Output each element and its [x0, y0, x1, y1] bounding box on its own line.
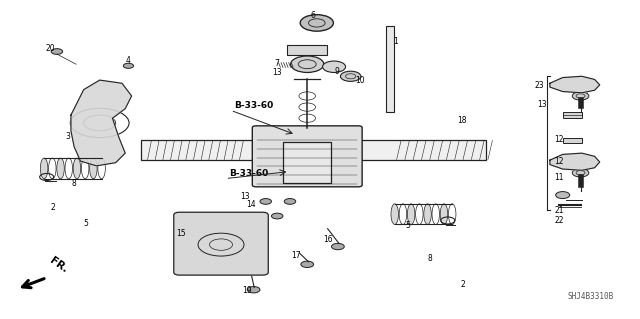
Ellipse shape	[449, 204, 456, 225]
Polygon shape	[550, 153, 600, 170]
Circle shape	[301, 261, 314, 268]
Circle shape	[271, 213, 283, 219]
Circle shape	[300, 15, 333, 31]
Text: 2: 2	[51, 203, 56, 212]
Text: 13: 13	[240, 192, 250, 202]
Circle shape	[572, 169, 589, 177]
Text: 12: 12	[554, 135, 564, 144]
Circle shape	[340, 71, 361, 81]
Text: 13: 13	[272, 68, 282, 77]
Ellipse shape	[73, 158, 81, 179]
Circle shape	[323, 61, 346, 72]
Ellipse shape	[57, 158, 64, 179]
Circle shape	[51, 49, 63, 54]
Text: 4: 4	[126, 56, 131, 64]
Ellipse shape	[98, 158, 106, 179]
Ellipse shape	[40, 158, 48, 179]
Circle shape	[247, 286, 260, 293]
Text: 23: 23	[534, 81, 544, 90]
Ellipse shape	[391, 204, 399, 225]
Text: 17: 17	[291, 251, 301, 260]
Ellipse shape	[399, 204, 406, 225]
Circle shape	[260, 198, 271, 204]
FancyBboxPatch shape	[287, 45, 327, 55]
Text: 13: 13	[537, 100, 547, 109]
Text: 21: 21	[554, 206, 564, 215]
Text: 8: 8	[72, 180, 77, 189]
Text: 18: 18	[457, 116, 467, 125]
Circle shape	[284, 198, 296, 204]
Ellipse shape	[432, 204, 440, 225]
Polygon shape	[71, 80, 132, 166]
Polygon shape	[550, 76, 600, 93]
FancyBboxPatch shape	[563, 112, 582, 118]
Text: 11: 11	[554, 173, 564, 182]
Text: 15: 15	[176, 229, 186, 238]
FancyBboxPatch shape	[563, 137, 582, 143]
Circle shape	[572, 92, 589, 100]
Text: 22: 22	[554, 216, 564, 225]
Ellipse shape	[90, 158, 97, 179]
Text: 9: 9	[335, 67, 340, 76]
Text: 1: 1	[393, 38, 397, 47]
FancyBboxPatch shape	[284, 142, 331, 183]
Ellipse shape	[440, 204, 448, 225]
Text: SHJ4B3310B: SHJ4B3310B	[568, 292, 614, 301]
Text: 3: 3	[65, 132, 70, 141]
FancyBboxPatch shape	[141, 140, 486, 160]
Text: FR.: FR.	[48, 255, 70, 274]
Text: 14: 14	[246, 200, 256, 209]
Circle shape	[291, 56, 324, 72]
Text: 6: 6	[310, 11, 316, 20]
Text: 20: 20	[45, 44, 55, 54]
Ellipse shape	[65, 158, 72, 179]
Circle shape	[332, 243, 344, 250]
Ellipse shape	[415, 204, 423, 225]
FancyBboxPatch shape	[252, 126, 362, 187]
Text: 16: 16	[323, 235, 332, 244]
Circle shape	[556, 192, 570, 198]
Ellipse shape	[424, 204, 431, 225]
Text: B-33-60: B-33-60	[234, 101, 273, 110]
Ellipse shape	[408, 204, 415, 225]
Text: B-33-60: B-33-60	[229, 169, 269, 178]
Text: 2: 2	[461, 280, 465, 289]
Text: 5: 5	[405, 221, 410, 230]
Circle shape	[124, 63, 134, 68]
Ellipse shape	[49, 158, 56, 179]
Ellipse shape	[81, 158, 89, 179]
Text: 7: 7	[274, 59, 279, 68]
Text: 5: 5	[83, 219, 88, 228]
FancyBboxPatch shape	[387, 26, 394, 112]
Text: 19: 19	[242, 286, 252, 295]
Text: 12: 12	[554, 157, 564, 166]
FancyBboxPatch shape	[173, 212, 268, 275]
Text: 8: 8	[428, 254, 432, 263]
Text: 10: 10	[355, 76, 365, 85]
